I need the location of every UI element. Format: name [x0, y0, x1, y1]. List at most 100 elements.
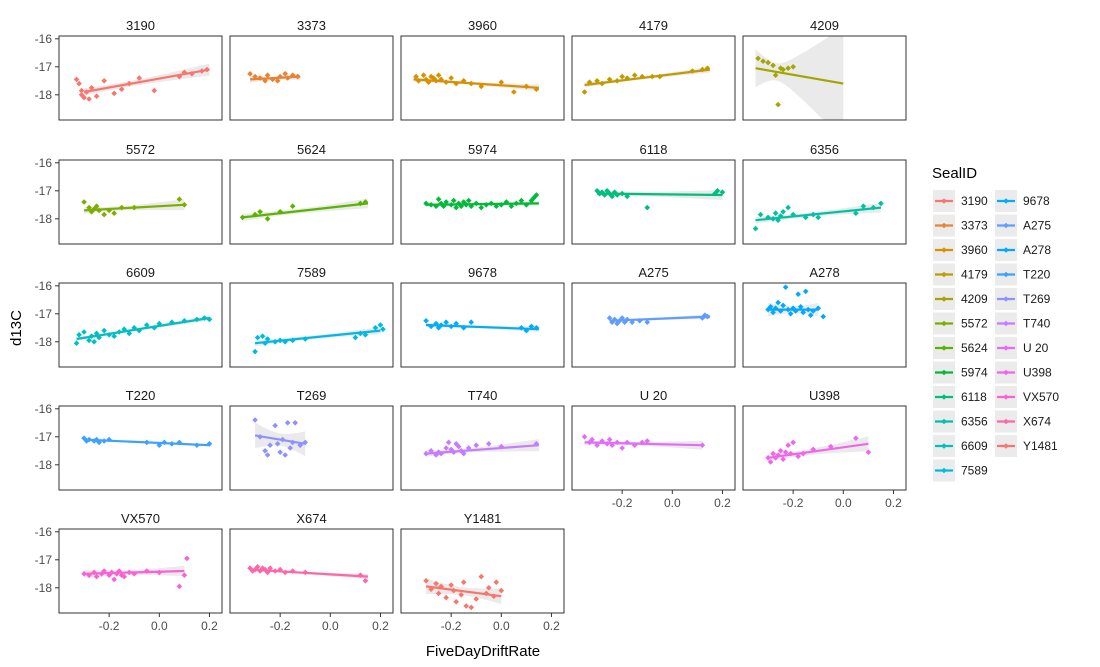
data-point [247, 71, 253, 77]
legend-item: 4209 [933, 288, 988, 310]
legend-key-point [941, 418, 947, 425]
fit-line [755, 206, 882, 222]
data-point [88, 85, 95, 91]
panel-border [229, 35, 394, 121]
data-point [800, 309, 806, 316]
panel-border [229, 159, 394, 245]
facet-strip-label: 5974 [468, 142, 497, 157]
data-point [498, 587, 505, 594]
fit-line [767, 442, 869, 459]
facet-strip-label: VX570 [121, 511, 160, 526]
data-point [860, 203, 867, 209]
data-point [257, 209, 263, 215]
data-point [176, 583, 183, 590]
data-point [511, 89, 517, 95]
data-point [785, 442, 791, 448]
legend-label: T220 [1023, 268, 1051, 282]
facet-strip-label: 6356 [810, 142, 839, 157]
facet-strip-label: 3190 [126, 18, 155, 33]
data-point [121, 573, 127, 580]
data-point [282, 71, 288, 77]
facet-panel: T740 [400, 388, 565, 491]
panel-border [742, 159, 907, 245]
data-point [423, 578, 429, 584]
legend-key-point [941, 443, 947, 449]
fit-line [76, 316, 210, 341]
data-point [448, 446, 454, 453]
fit-line [597, 192, 723, 197]
facet-panel: 3190 -18 -17 -16 [35, 18, 223, 121]
data-point [853, 435, 859, 441]
facet-panel: 3960 [400, 18, 565, 121]
panel-border [58, 282, 223, 368]
data-point [448, 582, 454, 588]
y-tick-label: -17 [35, 553, 53, 567]
facet-strip-label: 7589 [297, 265, 326, 280]
data-point [493, 203, 500, 209]
legend-item: 9678 [995, 190, 1050, 212]
legend-label: 9678 [1023, 194, 1050, 208]
data-point [594, 442, 600, 448]
facet-panel: 3373 [229, 18, 394, 121]
y-tick-label: -17 [35, 307, 53, 321]
x-tick-label: 0.2 [885, 496, 902, 510]
legend-item: T740 [995, 312, 1051, 335]
facet-panel: A275 [571, 265, 736, 368]
legend-label: X674 [1023, 415, 1051, 429]
data-point [468, 203, 475, 209]
x-tick-label: 0.2 [543, 619, 560, 633]
data-point [206, 441, 213, 447]
y-tick-label: -17 [35, 184, 53, 198]
facet-panel: T269 [229, 388, 394, 491]
data-point [272, 422, 278, 429]
data-point [239, 214, 246, 221]
data-point [518, 197, 525, 204]
facet-strip-label: 4209 [810, 18, 839, 33]
fit-line [84, 438, 210, 447]
legend-label: T740 [1023, 317, 1051, 331]
legend-item: A275 [995, 214, 1051, 237]
data-point [460, 450, 467, 457]
data-point [631, 72, 638, 78]
x-axis-title: FiveDayDriftRate [426, 643, 540, 660]
panel-border [229, 405, 394, 491]
legend-label: VX570 [1023, 390, 1059, 404]
data-point [420, 72, 427, 78]
data-point [362, 332, 369, 338]
legend-item: 5624 [933, 337, 988, 359]
data-point [352, 334, 359, 341]
panel-border [400, 35, 565, 121]
data-point [619, 73, 625, 80]
panel-border [400, 282, 565, 368]
data-point [264, 336, 271, 342]
data-point [111, 333, 117, 339]
data-point [478, 573, 485, 580]
x-tick-label: -0.2 [612, 496, 633, 510]
data-point [772, 72, 779, 78]
data-point [274, 441, 281, 447]
data-point [780, 302, 786, 309]
confidence-band [755, 36, 844, 120]
data-point [111, 210, 117, 216]
legend-key-point [1003, 443, 1009, 449]
data-point [101, 78, 107, 84]
data-point [136, 327, 143, 334]
data-point [865, 449, 872, 455]
legend-key-point [1003, 222, 1009, 229]
fit-line [755, 67, 844, 85]
legend-key-point [941, 369, 947, 376]
data-point [450, 197, 457, 204]
legend-label: Y1481 [1023, 439, 1058, 453]
data-point [533, 192, 540, 198]
facet-panel: 7589 [229, 265, 394, 368]
panel-border [229, 528, 394, 614]
facet-strip-label: T220 [126, 388, 156, 403]
legend-label: 3190 [961, 194, 988, 208]
legend-label: 7589 [961, 464, 988, 478]
panel-border [58, 159, 223, 245]
data-point [156, 442, 163, 448]
y-tick-label: -18 [35, 88, 53, 102]
data-point [770, 309, 776, 316]
fit-line [84, 569, 185, 575]
